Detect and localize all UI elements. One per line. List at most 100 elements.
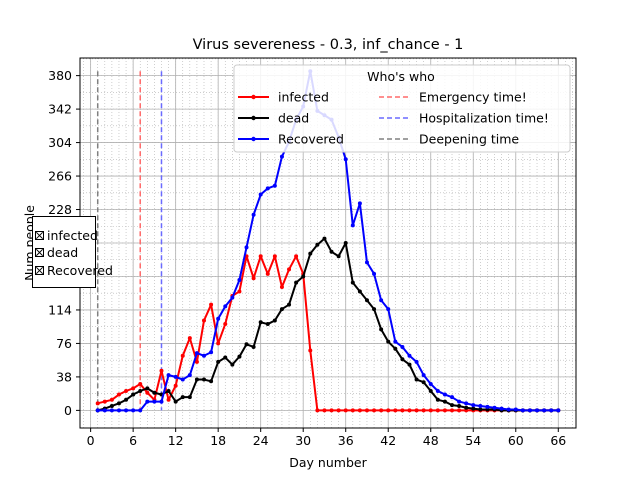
data-point-dead [386,339,391,344]
data-point-infected [457,408,462,413]
data-point-recovered [116,408,121,413]
series-line-infected [97,255,559,412]
data-point-recovered [535,408,540,413]
legend-marker [251,115,256,121]
data-point-recovered [109,408,114,413]
legend-label: Recovered [278,132,344,147]
data-point-infected [272,254,277,259]
y-tick-label: 38 [56,369,72,384]
data-point-recovered [102,408,107,413]
checkbox-icon[interactable] [35,230,44,240]
data-point-recovered [194,351,199,356]
data-point-recovered [166,373,171,378]
data-point-infected [421,408,426,413]
data-point-infected [131,386,136,391]
x-tick-label: 18 [210,433,226,448]
legend-marker [251,136,256,142]
checkbox-icon[interactable] [35,265,44,275]
x-tick-label: 12 [168,433,184,448]
legend-marker [251,94,256,100]
data-point-infected [400,408,405,413]
x-tick-label: 48 [423,433,439,448]
data-point-recovered [230,295,235,300]
data-point-recovered [506,407,511,412]
data-point-recovered [372,271,377,276]
data-point-recovered [527,408,532,413]
data-point-recovered [457,399,462,404]
data-point-recovered [435,389,440,393]
data-point-infected [124,389,129,393]
data-point-dead [336,254,341,259]
data-point-infected [109,397,114,402]
x-tick-label: 0 [87,433,95,448]
data-point-dead [322,236,327,241]
data-point-dead [357,289,362,294]
data-point-infected [95,401,100,406]
data-point-recovered [209,350,214,355]
data-point-recovered [159,399,164,404]
data-point-recovered [421,373,426,378]
data-point-infected [237,289,242,294]
data-point-recovered [272,183,277,188]
data-point-infected [343,408,348,413]
data-point-infected [315,408,320,413]
data-point-dead [414,377,419,382]
legend-title: Who's who [367,69,435,84]
data-point-infected [414,408,419,413]
data-point-recovered [124,408,129,413]
data-point-recovered [187,373,192,378]
data-point-dead [109,403,114,408]
data-point-recovered [180,377,185,382]
data-point-infected [138,381,143,386]
data-point-dead [209,379,214,384]
legend: Who's who infected dead Recovered Emergency… [233,64,571,153]
data-point-dead [442,399,447,404]
data-point-recovered [350,223,355,228]
legend-label: Hospitalization time! [419,111,549,126]
check-item-dead[interactable]: dead [35,244,78,260]
data-point-dead [364,298,369,303]
data-point-dead [471,406,476,411]
data-point-dead [138,389,143,393]
data-point-dead [237,354,242,359]
x-tick-label: 60 [508,433,524,448]
data-point-recovered [279,154,284,159]
x-tick-label: 6 [129,433,137,448]
data-point-recovered [173,374,178,379]
x-tick-label: 54 [465,433,481,448]
data-point-infected [450,408,454,413]
data-point-recovered [520,408,525,413]
check-item-recovered[interactable]: Recovered [35,262,113,278]
data-point-dead [251,344,256,349]
data-point-infected [336,408,341,413]
check-item-label: Recovered [47,262,113,278]
data-point-infected [287,267,292,272]
data-point-dead [230,362,235,367]
data-point-recovered [258,192,263,197]
data-point-dead [173,399,178,404]
check-item-infected[interactable]: infected [35,227,98,243]
data-point-infected [393,408,398,413]
checkbox-icon[interactable] [35,247,44,257]
data-point-infected [102,399,107,404]
data-point-recovered [145,399,150,404]
data-point-dead [265,322,270,327]
data-point-recovered [400,344,405,349]
data-point-infected [442,408,447,413]
data-point-infected [428,408,433,413]
data-point-dead [187,395,192,400]
y-tick-label: 342 [48,102,72,117]
data-point-recovered [471,403,476,408]
x-tick-label: 30 [295,433,311,448]
data-point-dead [258,320,263,325]
data-point-recovered [95,408,100,413]
data-point-infected [258,254,263,259]
data-point-dead [223,355,228,360]
data-point-dead [428,389,433,393]
data-point-dead [407,362,412,367]
tick-layer: 0 6 12 18 24 30 36 42 48 54 60 66 0 38 76 114 228 266 304 3… [48,68,566,448]
data-point-recovered [513,407,518,412]
legend-label: Deepening time [419,132,519,147]
data-point-dead [400,357,405,362]
check-item-label: dead [47,244,79,260]
